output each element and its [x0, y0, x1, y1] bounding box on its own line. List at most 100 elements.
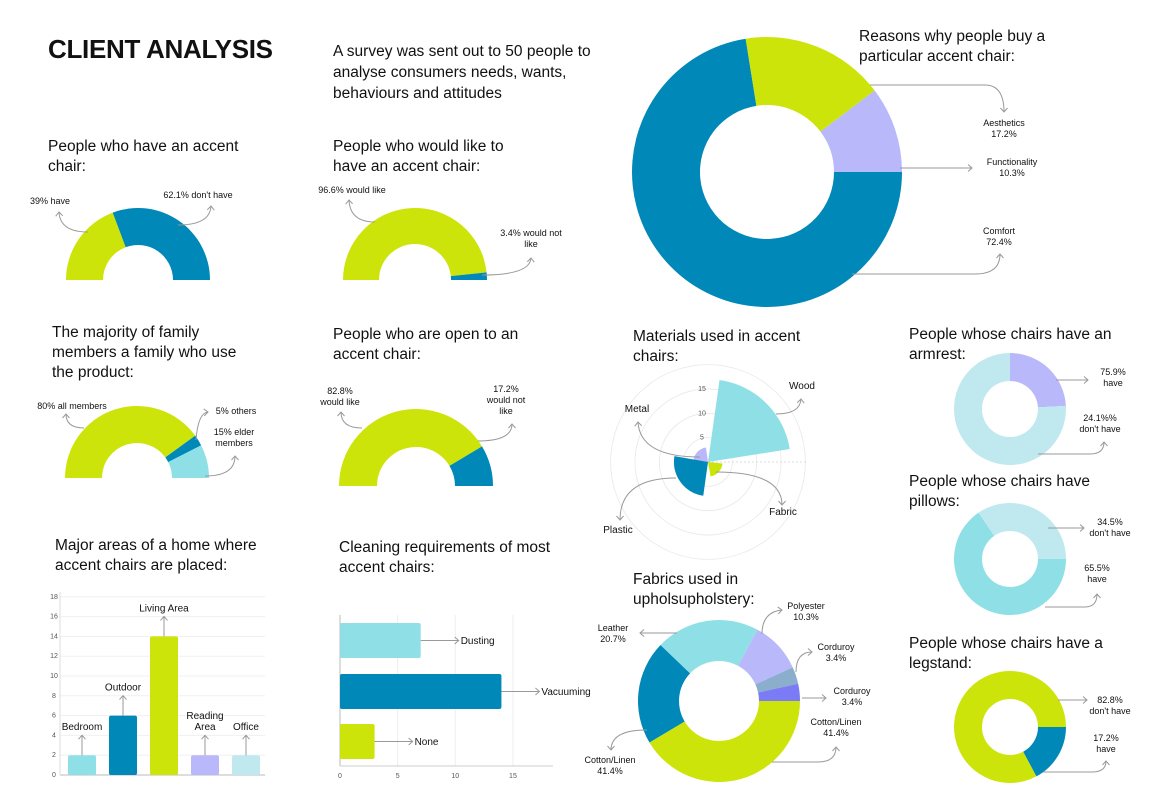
chart-areas: 0 2 4 6 8 10 12 14 16 18: [50, 592, 265, 779]
legstand-label-arrow: [1043, 760, 1110, 773]
radial-tick-label: 5: [700, 435, 704, 442]
fabrics-segment-label: Cotton/Linen: [584, 755, 635, 765]
title-open: People who are open to an accent chair:: [333, 326, 519, 363]
materials-sector-label: Plastic: [603, 525, 632, 536]
reasons-segment-label: Functionality: [987, 157, 1038, 167]
title-family: The majority of family members a family …: [52, 324, 237, 381]
chart-wouldlike: [343, 207, 487, 280]
open-segment-label: would like: [319, 397, 360, 407]
pillows-segment-label: don't have: [1089, 528, 1130, 538]
title-legstand: People whose chairs have a legstand:: [909, 635, 1103, 672]
chart-pillows: [953, 503, 1066, 616]
family-segment-label: members: [215, 438, 253, 448]
family-label-arrow: [62, 413, 85, 429]
wouldlike-segment-label: like: [524, 239, 538, 249]
legstand-segment-label: don't have: [1089, 706, 1130, 716]
fabrics-label-arrow: [607, 729, 648, 751]
reasons-segment-label: Comfort: [983, 226, 1016, 236]
bar-category-label: Reading: [186, 711, 223, 722]
bar-category-label: Vacuuming: [541, 687, 590, 698]
y-tick-label: 6: [52, 713, 56, 720]
title-materials: Materials used in accent chairs:: [633, 328, 801, 365]
fabrics-segment: [638, 644, 691, 743]
fabrics-segment-label: 20.7%: [600, 634, 626, 644]
have-segment-label: 62.1% don't have: [163, 190, 232, 200]
x-tick-label: 5: [396, 773, 400, 780]
bar: [232, 755, 260, 775]
have-segment: [66, 212, 126, 280]
open-segment-label: 82.8%: [327, 386, 353, 396]
wouldlike-segment-label: 3.4% would not: [500, 228, 562, 238]
open-segment-label: 17.2%: [493, 384, 519, 394]
wouldlike-label-arrow: [345, 199, 376, 223]
materials-label-arrow: [634, 421, 701, 458]
fabrics-segment-label: 41.4%: [597, 766, 623, 776]
family-segment-label: 15% elder: [214, 427, 255, 437]
reasons-segment-label: Aesthetics: [983, 118, 1025, 128]
bar-category-label: Office: [233, 722, 259, 733]
reasons-segment-label: 72.4%: [986, 237, 1012, 247]
have-label-arrow: [177, 205, 215, 226]
chart-open: [339, 409, 493, 486]
wouldlike-segment: [450, 272, 487, 280]
open-segment: [449, 446, 493, 486]
fabrics-segment-label: Leather: [598, 623, 629, 633]
y-tick-label: 10: [50, 673, 58, 680]
survey-intro: A survey was sent out to 50 people to an…: [333, 43, 591, 102]
fabrics-segment-label: Corduroy: [817, 642, 855, 652]
armrest-segment-label: have: [1103, 378, 1123, 388]
x-tick-label: 15: [509, 773, 517, 780]
reasons-label-arrow: [870, 84, 1008, 113]
armrest-label-arrow: [1038, 441, 1108, 455]
reasons-segment-label: 10.3%: [999, 168, 1025, 178]
have-segment-label: 39% have: [30, 196, 70, 206]
fabrics-segment-label: 3.4%: [842, 697, 863, 707]
title-armrest: People whose chairs have an armrest:: [909, 326, 1112, 363]
armrest-segment-label: 24.1%%: [1083, 413, 1117, 423]
fabrics-label-arrow: [795, 648, 813, 673]
bar: [68, 755, 96, 775]
pillows-segment-label: 34.5%: [1097, 517, 1123, 527]
materials-sector: [708, 380, 790, 462]
radial-tick-label: 10: [698, 410, 706, 417]
bar: [340, 674, 502, 709]
y-tick-label: 16: [50, 614, 58, 621]
y-tick-label: 12: [50, 653, 58, 660]
title-would-like: People who would like to have an accent …: [333, 138, 504, 175]
materials-label-arrow: [775, 398, 805, 415]
open-label-arrow: [477, 423, 516, 442]
open-segment: [339, 409, 483, 486]
bar-category-label: Outdoor: [105, 683, 142, 694]
chart-legstand: [954, 671, 1066, 783]
title-pillows: People whose chairs have pillows:: [909, 473, 1090, 510]
materials-label-arrow: [715, 471, 786, 506]
fabrics-segment: [755, 667, 799, 693]
open-segment-label: would not: [486, 395, 526, 405]
family-label-arrow: [195, 408, 209, 441]
reasons-segment: [632, 38, 902, 308]
title-areas: Major areas of a home where accent chair…: [55, 537, 257, 574]
materials-sector: [708, 462, 723, 477]
page-title: CLIENT ANALYSIS: [48, 34, 273, 64]
armrest-segment: [954, 353, 1066, 466]
title-have-chair: People who have an accent chair:: [48, 138, 239, 175]
chart-cleaning: 0 5 10 15 Dusting Vacuuming None: [338, 615, 591, 780]
fabrics-segment-label: Polyester: [787, 601, 825, 611]
fabrics-segment: [758, 683, 800, 701]
fabrics-segment-label: 10.3%: [793, 612, 819, 622]
materials-label-arrow: [616, 477, 677, 521]
bar: [340, 623, 421, 658]
chart-family: [65, 406, 210, 478]
family-segment: [165, 435, 202, 463]
y-tick-label: 2: [52, 752, 56, 759]
reasons-label-arrow: [852, 253, 1004, 275]
fabrics-segment: [660, 620, 758, 674]
materials-sector-label: Wood: [789, 381, 815, 392]
y-tick-label: 4: [52, 732, 56, 739]
fabrics-label-arrow: [772, 746, 840, 763]
wouldlike-label-arrow: [481, 257, 535, 276]
open-segment-label: like: [499, 406, 513, 416]
